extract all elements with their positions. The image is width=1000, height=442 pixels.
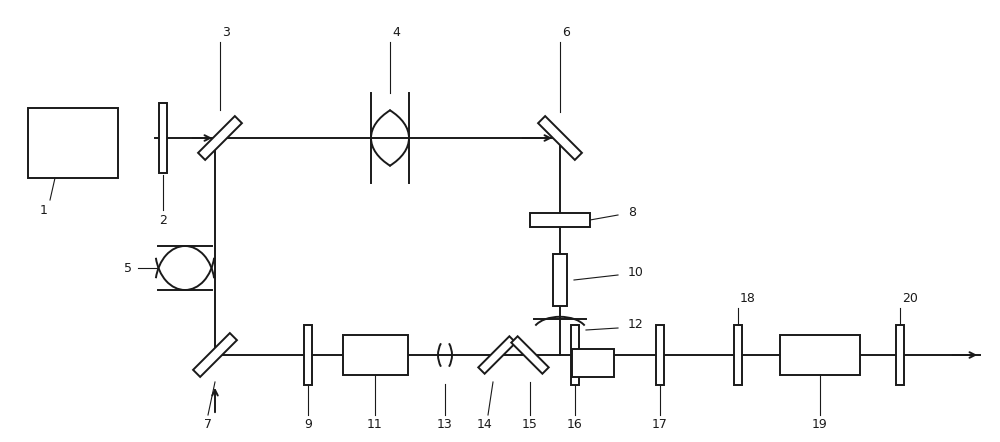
Text: 12: 12: [628, 319, 644, 332]
Text: 4: 4: [392, 26, 400, 38]
Text: 19: 19: [812, 418, 828, 431]
Bar: [553, 254, 567, 306]
Text: 14: 14: [477, 418, 493, 431]
Bar: [734, 325, 742, 385]
Text: 2: 2: [159, 213, 167, 226]
Polygon shape: [198, 116, 242, 160]
Text: 5: 5: [124, 262, 132, 274]
Bar: [780, 335, 860, 375]
Polygon shape: [193, 333, 237, 377]
Text: 10: 10: [628, 266, 644, 278]
Bar: [342, 335, 408, 375]
Bar: [571, 325, 579, 385]
Text: 16: 16: [567, 418, 583, 431]
Bar: [28, 108, 118, 178]
Text: 13: 13: [437, 418, 453, 431]
Text: 17: 17: [652, 418, 668, 431]
Text: 3: 3: [222, 26, 230, 38]
Text: 18: 18: [740, 292, 756, 305]
Polygon shape: [538, 116, 582, 160]
Bar: [656, 325, 664, 385]
Bar: [896, 325, 904, 385]
Text: 6: 6: [562, 26, 570, 38]
Bar: [159, 103, 167, 173]
Text: 7: 7: [204, 418, 212, 431]
Text: 8: 8: [628, 206, 636, 218]
Text: 11: 11: [367, 418, 383, 431]
Polygon shape: [478, 336, 516, 374]
Text: 1: 1: [40, 203, 48, 217]
Bar: [572, 349, 614, 377]
Text: 9: 9: [304, 418, 312, 431]
Polygon shape: [511, 336, 549, 374]
Bar: [530, 213, 590, 227]
Bar: [304, 325, 312, 385]
Text: 15: 15: [522, 418, 538, 431]
Text: 20: 20: [902, 292, 918, 305]
